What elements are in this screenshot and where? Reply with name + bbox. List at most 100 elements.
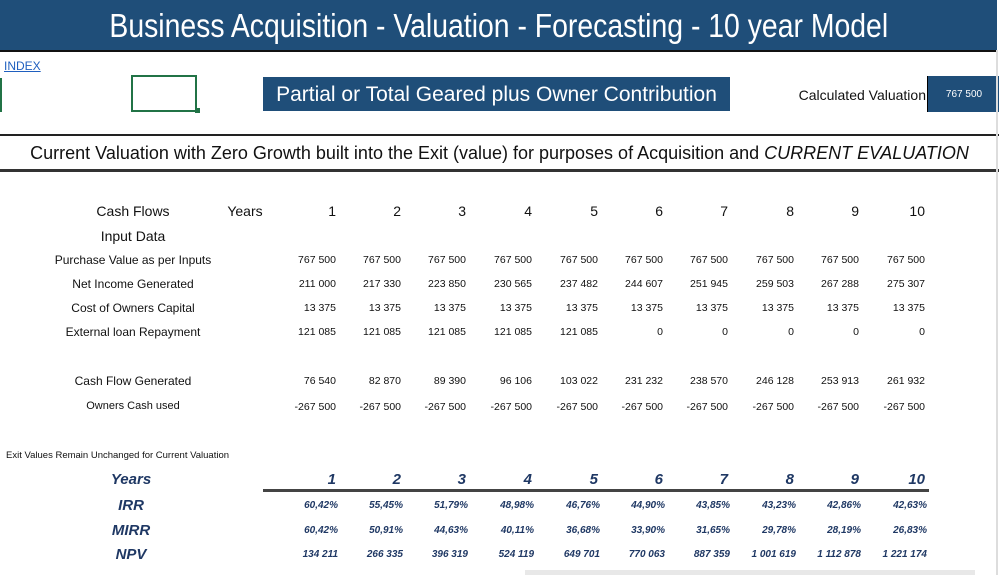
results-cell: 43,85%: [696, 500, 730, 511]
table-cell: 767 500: [494, 254, 532, 266]
table-cell: 13 375: [499, 302, 532, 314]
horizontal-scrollbar[interactable]: [525, 570, 975, 575]
table-cell: 13 375: [892, 302, 925, 314]
results-cell: 43,23%: [762, 500, 796, 511]
results-year-header: 7: [719, 471, 728, 488]
results-cell: 46,76%: [566, 500, 600, 511]
table-cell: -267 500: [752, 401, 794, 413]
index-link[interactable]: INDEX: [4, 59, 41, 73]
results-cell: 33,90%: [631, 525, 665, 536]
table-cell: -267 500: [686, 401, 728, 413]
row-label: External loan Repayment: [65, 325, 201, 339]
table-cell: 238 570: [690, 375, 728, 387]
results-year-header: 4: [523, 471, 532, 488]
table-cell: 230 565: [494, 278, 532, 290]
table-cell: 96 106: [499, 375, 532, 387]
results-cell: 36,68%: [566, 525, 600, 536]
results-year-header: 8: [785, 471, 794, 488]
fill-handle[interactable]: [195, 108, 200, 113]
table-cell: -267 500: [621, 401, 663, 413]
table-cell: 767 500: [560, 254, 598, 266]
year-header: 1: [328, 203, 336, 219]
results-cell: 396 319: [431, 549, 468, 560]
results-cell: 649 701: [563, 549, 600, 560]
financing-mode-banner: Partial or Total Geared plus Owner Contr…: [263, 77, 730, 111]
table-cell: 246 128: [756, 375, 794, 387]
table-cell: 767 500: [298, 254, 336, 266]
table-cell: -267 500: [359, 401, 401, 413]
row-label: Cost of Owners Capital: [71, 301, 195, 315]
table-cell: 13 375: [368, 302, 401, 314]
results-cell: 40,11%: [500, 525, 534, 536]
table-cell: 267 288: [821, 278, 859, 290]
results-cell: 42,63%: [893, 500, 927, 511]
table-cell: 121 085: [560, 326, 598, 338]
selected-cell[interactable]: [131, 75, 197, 112]
year-header: 7: [720, 203, 728, 219]
results-cell: 55,45%: [369, 500, 403, 511]
table-cell: 121 085: [428, 326, 466, 338]
table-cell: 13 375: [761, 302, 794, 314]
results-cell: 42,86%: [827, 500, 861, 511]
results-cell: 29,78%: [762, 525, 796, 536]
table-cell: -267 500: [556, 401, 598, 413]
divider: [0, 169, 999, 172]
results-year-header: 9: [850, 471, 859, 488]
table-cell: 0: [788, 326, 794, 338]
year-header: 10: [909, 203, 925, 219]
table-cell: 13 375: [565, 302, 598, 314]
subtitle-text: Current Valuation with Zero Growth built…: [30, 143, 765, 163]
table-cell: 121 085: [298, 326, 336, 338]
table-cell: 121 085: [363, 326, 401, 338]
table-cell: 89 390: [433, 375, 466, 387]
table-cell: 13 375: [695, 302, 728, 314]
results-cell: 60,42%: [304, 525, 338, 536]
sheet-title-banner: Business Acquisition - Valuation - Forec…: [0, 0, 997, 52]
year-header: 9: [851, 203, 859, 219]
table-cell: 217 330: [363, 278, 401, 290]
subtitle-emphasis: CURRENT EVALUATION: [764, 143, 969, 163]
table-cell: 767 500: [625, 254, 663, 266]
table-cell: -267 500: [424, 401, 466, 413]
input-data-label: Input Data: [100, 228, 166, 244]
results-year-header: 5: [589, 471, 598, 488]
table-cell: 231 232: [625, 375, 663, 387]
results-year-header: 2: [392, 471, 401, 488]
table-cell: 13 375: [303, 302, 336, 314]
results-cell: 48,98%: [500, 500, 534, 511]
year-header: 3: [458, 203, 466, 219]
results-cell: 28,19%: [827, 525, 861, 536]
results-year-header: 3: [457, 471, 466, 488]
year-header: 4: [524, 203, 532, 219]
results-cell: 1 112 878: [817, 549, 861, 560]
table-cell: 0: [722, 326, 728, 338]
table-cell: 767 500: [428, 254, 466, 266]
row-selection-marker: [0, 78, 2, 112]
results-cell: 44,63%: [434, 525, 468, 536]
years-label: Years: [227, 203, 263, 219]
cash-flows-heading: Cash Flows: [96, 203, 170, 219]
calculated-valuation-value[interactable]: 767 500: [927, 76, 999, 112]
year-header: 6: [655, 203, 663, 219]
table-cell: 259 503: [756, 278, 794, 290]
table-cell: 767 500: [690, 254, 728, 266]
results-year-header: 10: [908, 471, 925, 488]
table-cell: 82 870: [368, 375, 401, 387]
results-cell: 60,42%: [304, 500, 338, 511]
table-cell: 13 375: [630, 302, 663, 314]
year-header: 8: [786, 203, 794, 219]
table-cell: 0: [657, 326, 663, 338]
table-cell: -267 500: [883, 401, 925, 413]
table-cell: 767 500: [363, 254, 401, 266]
calculated-valuation-label: Calculated Valuation: [798, 87, 926, 103]
scrollbar-edge: [996, 50, 998, 575]
table-cell: -267 500: [490, 401, 532, 413]
results-cell: 887 359: [693, 549, 730, 560]
table-cell: 767 500: [887, 254, 925, 266]
table-cell: 253 913: [821, 375, 859, 387]
table-cell: 767 500: [756, 254, 794, 266]
section-subtitle: Current Valuation with Zero Growth built…: [0, 143, 999, 164]
table-cell: 223 850: [428, 278, 466, 290]
table-cell: 211 000: [298, 278, 336, 290]
results-cell: 50,91%: [369, 525, 403, 536]
